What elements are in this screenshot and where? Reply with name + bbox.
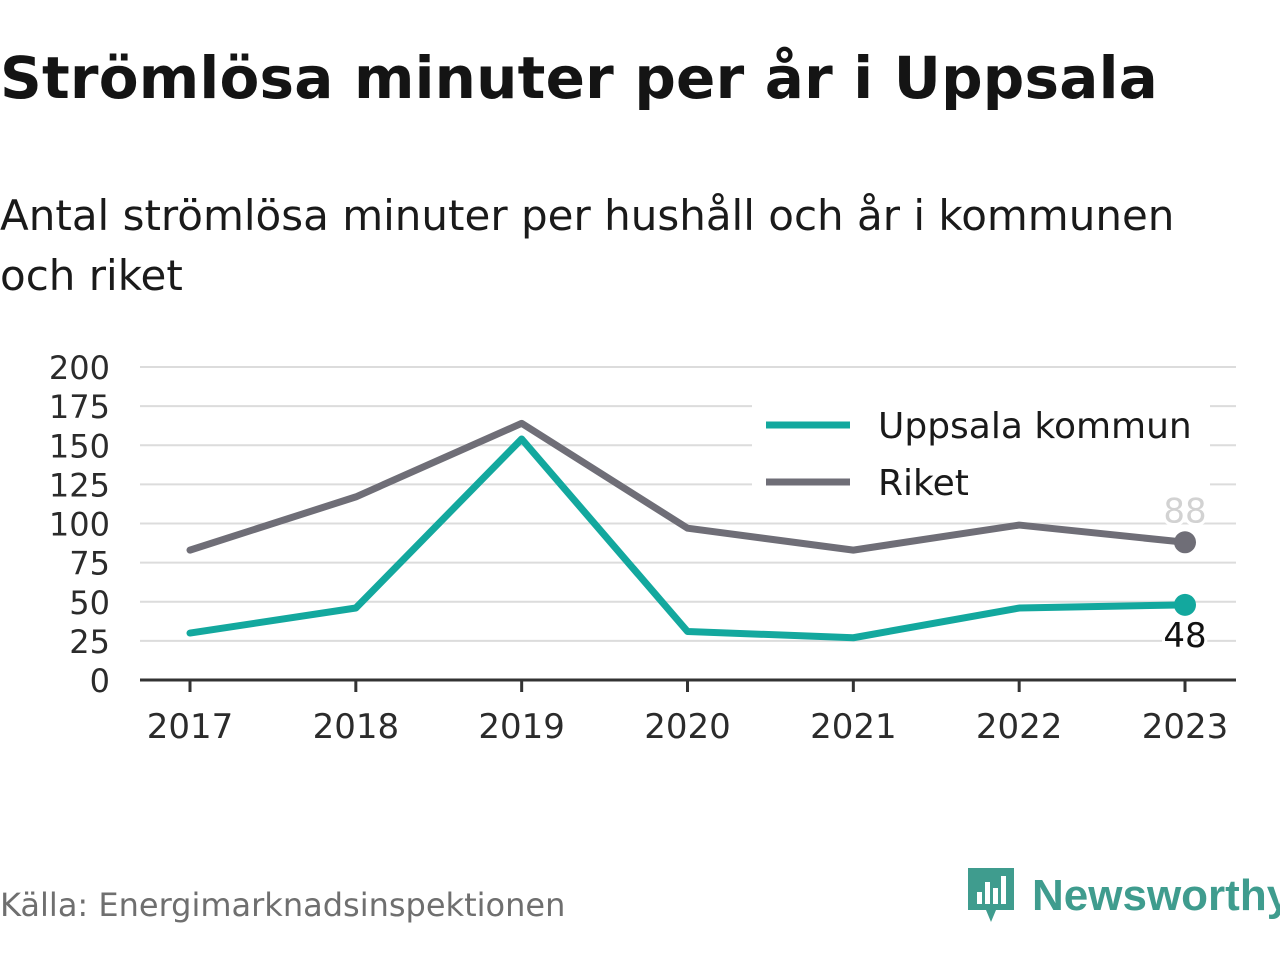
y-tick-label-0: 0 [90, 662, 110, 700]
chart-subtitle: Antal strömlösa minuter per hushåll och … [0, 191, 1175, 300]
x-tick-label-2019: 2019 [478, 707, 565, 747]
x-axis [140, 678, 1236, 692]
y-tick-label-75: 75 [69, 545, 110, 583]
y-tick-label-100: 100 [49, 506, 110, 544]
grid-lines [140, 366, 1236, 642]
legend-label-riket: Riket [878, 463, 969, 504]
x-tick-label-2020: 2020 [644, 707, 731, 747]
x-axis-ticks: 2017 2018 2019 2020 2021 2022 2023 [147, 707, 1229, 747]
series [186, 419, 1196, 642]
x-tick-label-2017: 2017 [147, 707, 234, 747]
x-tick-label-2018: 2018 [313, 707, 400, 747]
end-labels: 88 48 [1160, 488, 1209, 659]
brand-name: Newsworthy [1032, 871, 1280, 920]
newsworthy-logo-icon [968, 868, 1014, 922]
x-tick-label-2023: 2023 [1142, 707, 1229, 747]
legend: Uppsala kommun Riket [752, 403, 1210, 504]
x-tick-label-2022: 2022 [976, 707, 1063, 747]
y-tick-label-50: 50 [69, 584, 110, 622]
y-tick-label-25: 25 [69, 623, 110, 661]
x-tick-label-2021: 2021 [810, 707, 897, 747]
y-tick-label-200: 200 [49, 349, 110, 387]
series-line-uppsala [186, 435, 1189, 642]
end-label-uppsala: 48 [1163, 616, 1206, 656]
end-point-uppsala [1174, 593, 1196, 616]
end-label-riket: 88 [1163, 491, 1206, 531]
series-line-riket [186, 419, 1189, 554]
end-point-riket [1174, 531, 1196, 554]
newsworthy-logo: Newsworthy [966, 866, 1280, 926]
legend-background [752, 403, 1210, 493]
chart-title: Strömlösa minuter per år i Uppsala [0, 44, 1158, 112]
y-tick-label-150: 150 [49, 427, 110, 465]
y-tick-label-175: 175 [49, 388, 110, 426]
legend-label-uppsala: Uppsala kommun [878, 406, 1192, 447]
y-tick-label-125: 125 [49, 466, 110, 504]
source-note: Källa: Energimarknadsinspektionen [0, 886, 566, 924]
